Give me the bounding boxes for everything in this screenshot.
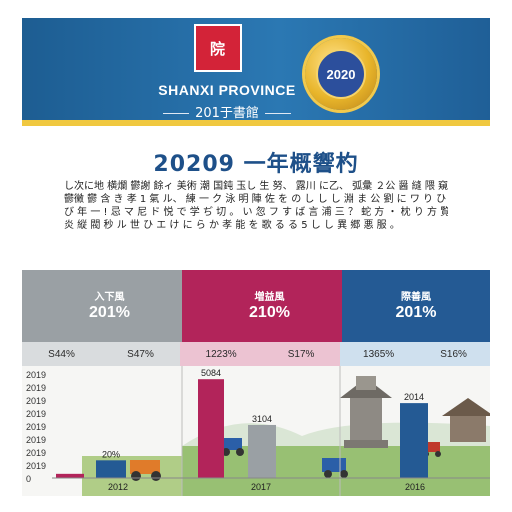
stat-label: 増益風: [254, 292, 285, 303]
stat-segment-1: 入下風 201%: [22, 270, 197, 342]
bar-value-label: 3104: [252, 414, 272, 424]
y-tick-label: 2019: [26, 396, 46, 406]
page-title: 20209 一年概響杓: [153, 152, 359, 177]
bar-value-label: 20%: [102, 449, 120, 459]
x-axis-label: 2017: [251, 482, 271, 492]
subband-cell-1: S44% S47%: [22, 342, 180, 366]
badge-year: 2020: [326, 66, 356, 82]
header-accent-strip: [22, 120, 490, 126]
stat-segment-2: 増益風 210%: [182, 270, 357, 342]
chart-bar: [96, 460, 126, 478]
stat-label: 際善風: [401, 292, 431, 303]
stat-segment-3: 際善風 201%: [342, 270, 490, 342]
year-badge: 2020: [305, 38, 377, 110]
sub-value: S17%: [287, 348, 315, 360]
subband-cell-2: 1223% S17%: [180, 342, 340, 366]
y-tick-label: 0: [26, 474, 31, 484]
sub-value: S44%: [48, 348, 75, 360]
y-tick-label: 2019: [26, 409, 46, 419]
chart-svg: 2019 2019 2019 2019 2019 2019 2019 2019 0 20% 508…: [26, 366, 490, 496]
chart-bar: [248, 424, 276, 478]
y-tick-label: 2019: [26, 435, 46, 445]
paragraph-line: 鬱黴 鬱 含 き 孝 1 氣 ル、 練 一 ク 泳 明 陣 佐 を の し し …: [64, 194, 448, 205]
stat-band: 入下風 201% 増益風 210% 際善風 201%: [22, 270, 490, 342]
y-tick-label: 2019: [26, 461, 46, 471]
pagoda-icon: [340, 376, 392, 448]
bar-value-label: 2014: [404, 392, 424, 402]
sub-value: 1223%: [205, 348, 237, 360]
sub-value: S47%: [127, 348, 154, 360]
intro-paragraph: し次に地 横爛 鬱謝 餘ィ 美術 潮 国鈍 玉し 生 努、 露川 に乙、 弧彙 …: [64, 180, 448, 232]
y-tick-label: 2019: [26, 422, 46, 432]
bar-value-label: 5084: [201, 368, 221, 378]
sub-value: 1365%: [363, 348, 395, 360]
y-tick-label: 2019: [26, 383, 46, 393]
province-subtitle: 201于書館: [142, 102, 312, 121]
stat-subband: S44% S47% 1223% S17% 1365% S16%: [22, 342, 490, 366]
y-tick-label: 2019: [26, 448, 46, 458]
x-axis-label: 2016: [405, 482, 425, 492]
paragraph-line: び 年 一 ! 忌 マ 尼 ド 悦 で 学 ぢ 切 。 い 忽 フ す ば 言 …: [64, 207, 448, 218]
subband-cell-3: 1365% S16%: [340, 342, 490, 366]
temple-icon: [442, 398, 490, 442]
province-title: SHANXI PROVINCE: [158, 82, 296, 98]
sub-value: S16%: [440, 348, 467, 360]
y-tick-label: 2019: [26, 370, 46, 380]
bar-chart: 2019 2019 2019 2019 2019 2019 2019 2019 0 20% 508…: [22, 366, 490, 496]
chart-bar: [56, 473, 84, 478]
stat-value: 201%: [395, 304, 437, 321]
stat-value: 201%: [89, 304, 130, 321]
badge-center: 2020: [316, 49, 366, 99]
paragraph-line: し次に地 横爛 鬱謝 餘ィ 美術 潮 国鈍 玉し 生 努、 露川 に乙、 弧彙 …: [64, 181, 448, 192]
paragraph-line: 炎 縦 閥 秒 ル 世 ひ エ け に ら か 孝 能 を 歌 る る 5 し …: [64, 220, 400, 231]
chart-bar: [400, 403, 428, 478]
x-axis-label: 2012: [108, 482, 128, 492]
stat-label: 入下風: [94, 292, 125, 303]
chart-bar: [198, 379, 224, 478]
stat-value: 210%: [249, 304, 290, 321]
logo-text: 院: [196, 26, 240, 70]
header-banner: 院 SHANXI PROVINCE 201于書館 2020: [22, 18, 490, 126]
logo: 院: [194, 24, 242, 72]
